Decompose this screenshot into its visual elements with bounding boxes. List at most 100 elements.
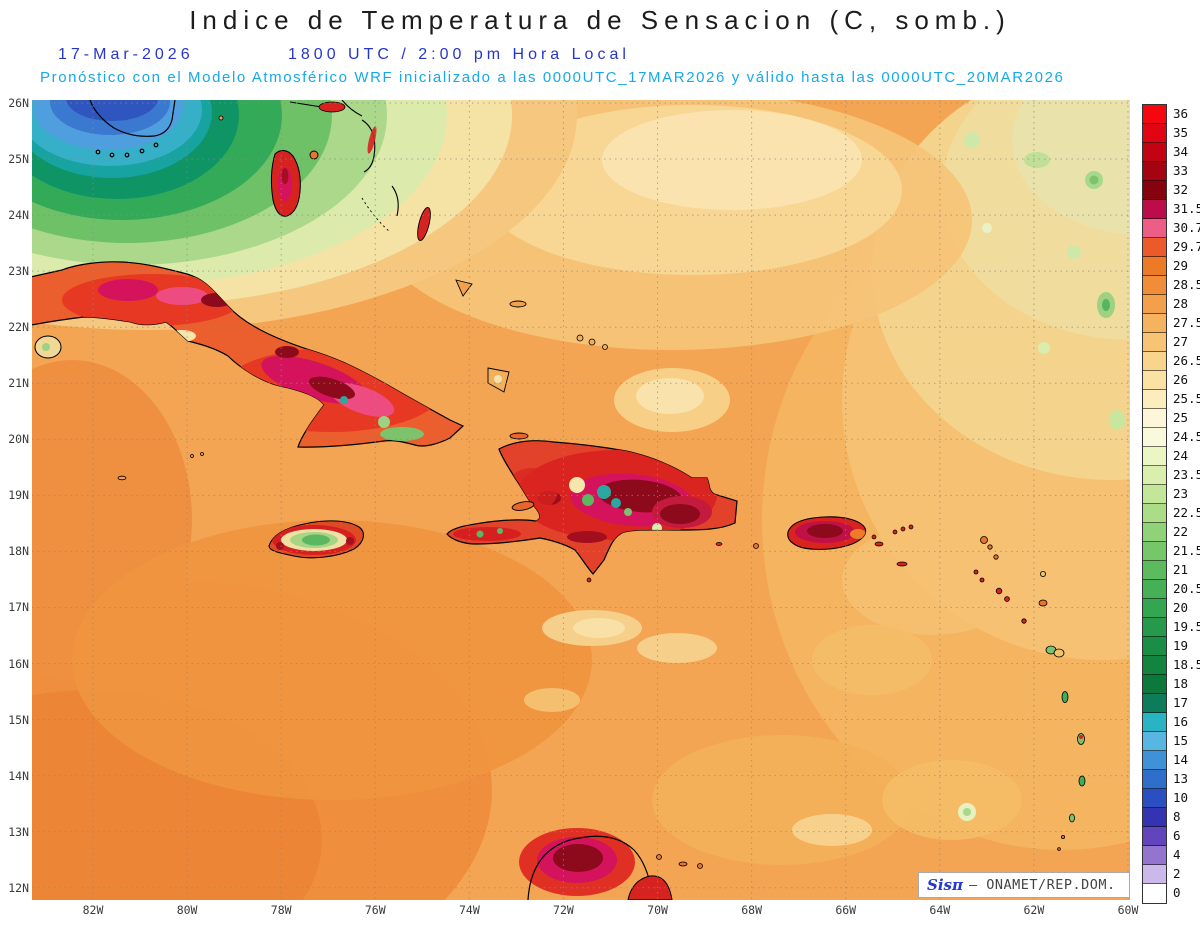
guajira-peninsula (519, 828, 703, 900)
colorbar-label: 27.5 (1173, 314, 1200, 330)
colorbar-label: 16 (1173, 713, 1189, 729)
heat-index-map (32, 100, 1130, 900)
colorbar-label: 20 (1173, 599, 1189, 615)
colorbar-label: 4 (1173, 846, 1181, 862)
colorbar-cell (1143, 257, 1166, 276)
colorbar-cell (1143, 884, 1166, 903)
lon-tick-label: 64W (929, 903, 951, 917)
lat-tick-label: 15N (8, 712, 29, 727)
cold-front-region (32, 100, 577, 330)
atlantic-green-patches (964, 132, 1125, 430)
colorbar-label: 26 (1173, 371, 1189, 387)
lat-tick-label: 19N (8, 488, 29, 503)
colorbar-label: 31.5 (1173, 200, 1200, 216)
colorbar-cell (1143, 808, 1166, 827)
colorbar-label: 18 (1173, 675, 1189, 691)
colorbar-label: 18.5 (1173, 656, 1200, 672)
colorbar-label: 25 (1173, 409, 1189, 425)
lat-tick-label: 14N (8, 768, 29, 783)
lon-tick-label: 68W (741, 903, 763, 917)
lat-tick-label: 16N (8, 656, 29, 671)
colorbar-cell (1143, 447, 1166, 466)
colorbar-cell (1143, 846, 1166, 865)
colorbar-cell (1143, 352, 1166, 371)
colorbar-cell (1143, 295, 1166, 314)
page-title: Indice de Temperatura de Sensacion (C, s… (189, 5, 1011, 35)
colorbar-cell (1143, 675, 1166, 694)
lon-tick-label: 80W (176, 903, 198, 917)
colorbar-cell (1143, 751, 1166, 770)
colorbar-label: 19 (1173, 637, 1189, 653)
colorbar-label: 29 (1173, 257, 1189, 273)
colorbar-label: 30.7 (1173, 219, 1200, 235)
colorbar-label: 21.5 (1173, 542, 1200, 558)
lon-tick-label: 62W (1023, 903, 1045, 917)
lat-tick-label: 23N (8, 264, 29, 279)
colorbar-label: 24 (1173, 447, 1189, 463)
florida-coastline (89, 100, 176, 158)
lon-tick-label: 76W (364, 903, 386, 917)
colorbar-cell (1143, 789, 1166, 808)
colorbar-cell (1143, 694, 1166, 713)
colorbar-label: 19.5 (1173, 618, 1200, 634)
colorbar-cell (1143, 656, 1166, 675)
lon-tick-label: 60W (1117, 903, 1139, 917)
colorbar-label: 10 (1173, 789, 1189, 805)
colorbar-label: 29.7 (1173, 238, 1200, 254)
colorbar-cell (1143, 865, 1166, 884)
colorbar-cell (1143, 105, 1166, 124)
colorbar-label: 32 (1173, 181, 1189, 197)
colorbar-cell (1143, 333, 1166, 352)
watermark-brand: Sisπ (927, 876, 963, 894)
colorbar-cell (1143, 561, 1166, 580)
valid-time-local: 1800 UTC / 2:00 pm Hora Local (288, 46, 630, 63)
lon-tick-label: 72W (553, 903, 574, 917)
colorbar-cell (1143, 466, 1166, 485)
colorbar-cell (1143, 428, 1166, 447)
colorbar-label: 35 (1173, 124, 1189, 140)
colorbar-label: 28.5 (1173, 276, 1200, 292)
lat-tick-label: 18N (8, 544, 29, 559)
colorbar-label: 26.5 (1173, 352, 1200, 368)
temperature-field (32, 100, 1130, 900)
watermark-text: – ONAMET/REP.DOM. (968, 877, 1116, 893)
colorbar-cell (1143, 181, 1166, 200)
colorbar-label: 34 (1173, 143, 1189, 159)
colorbar-cell (1143, 504, 1166, 523)
colorbar-label: 21 (1173, 561, 1189, 577)
colorbar-label: 23 (1173, 485, 1189, 501)
lat-tick-label: 22N (8, 320, 29, 335)
colorbar-label: 8 (1173, 808, 1181, 824)
virgin-islands (892, 524, 914, 567)
map-plot (32, 100, 1130, 900)
colorbar-label: 28 (1173, 295, 1189, 311)
colorbar-label: 14 (1173, 751, 1189, 767)
colorbar-cell (1143, 314, 1166, 333)
colorbar-label: 25.5 (1173, 390, 1200, 406)
colorbar-cell (1143, 124, 1166, 143)
colorbar-label: 23.5 (1173, 466, 1200, 482)
colorbar-cell (1143, 485, 1166, 504)
lat-tick-label: 25N (8, 152, 29, 167)
lat-tick-label: 17N (8, 600, 29, 615)
watermark-box: Sisπ – ONAMET/REP.DOM. (918, 872, 1130, 898)
valid-date: 17-Mar-2026 (58, 46, 194, 63)
colorbar (1142, 104, 1167, 904)
colorbar-label: 22 (1173, 523, 1189, 539)
colorbar-cell (1143, 599, 1166, 618)
lon-tick-label: 74W (458, 903, 480, 917)
colorbar-label: 24.5 (1173, 428, 1200, 444)
colorbar-label: 17 (1173, 694, 1189, 710)
hispaniola-island (446, 432, 759, 583)
colorbar-cell (1143, 523, 1166, 542)
colorbar-label: 36 (1173, 105, 1189, 121)
colorbar-cell (1143, 732, 1166, 751)
colorbar-label: 13 (1173, 770, 1189, 786)
colorbar-cell (1143, 770, 1166, 789)
bahamas-islands (218, 100, 608, 393)
forecast-note: Pronóstico con el Modelo Atmosférico WRF… (40, 69, 1065, 86)
colorbar-label: 0 (1173, 884, 1181, 900)
colorbar-cell (1143, 276, 1166, 295)
colorbar-cell (1143, 162, 1166, 181)
lon-tick-label: 70W (647, 903, 668, 917)
